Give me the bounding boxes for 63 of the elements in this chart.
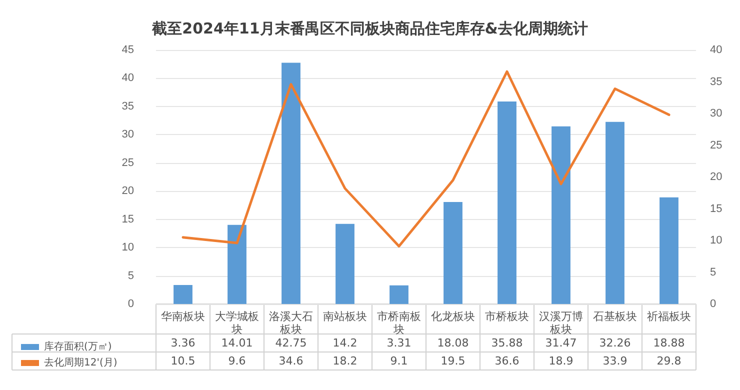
data-label: 9.6 — [228, 354, 246, 368]
data-label: 36.6 — [494, 354, 520, 368]
y-tick-label: 15 — [122, 213, 134, 226]
y-tick-label: 0 — [128, 298, 134, 310]
data-label: 32.26 — [599, 336, 631, 350]
bar — [606, 122, 624, 304]
data-label: 18.2 — [332, 354, 358, 368]
data-label: 18.9 — [548, 354, 574, 368]
bar — [282, 62, 300, 304]
y2-tick-label: 40 — [710, 44, 722, 56]
line-series — [182, 70, 670, 248]
y-tick-label: 40 — [122, 72, 134, 84]
y-tick-label: 5 — [128, 270, 134, 282]
legend-label: 库存面积(万㎡) — [44, 340, 112, 352]
bar — [228, 224, 246, 304]
y2-tick-label: 35 — [710, 76, 722, 88]
y-tick-label: 10 — [122, 242, 134, 254]
data-label: 19.5 — [440, 354, 466, 368]
data-label: 34.6 — [278, 354, 304, 368]
data-label: 31.47 — [545, 336, 577, 350]
y2-tick-label: 25 — [710, 139, 722, 152]
legend-label: 去化周期12'(月) — [44, 356, 118, 368]
bar — [444, 202, 462, 304]
y2-tick-label: 15 — [710, 202, 722, 215]
data-label: 29.8 — [656, 354, 682, 368]
x-tick-label: 汉溪万博板块 — [539, 310, 583, 336]
y2-tick-label: 20 — [710, 171, 722, 183]
data-label: 10.5 — [170, 354, 196, 368]
y2-tick-label: 0 — [710, 298, 716, 310]
data-label: 35.88 — [491, 336, 523, 350]
bar — [552, 126, 570, 304]
data-label: 18.88 — [653, 336, 685, 350]
x-tick-label: 大学城板块 — [215, 310, 259, 336]
y-tick-label: 35 — [122, 100, 134, 112]
data-label: 42.75 — [275, 336, 307, 350]
data-label: 3.36 — [170, 336, 196, 350]
x-tick-label: 华南板块 — [161, 310, 205, 323]
data-label: 3.31 — [386, 336, 412, 350]
bar — [498, 101, 516, 304]
bar — [174, 285, 192, 304]
x-tick-label: 市桥板块 — [485, 310, 529, 323]
chart-title: 截至2024年11月末番禺区不同板块商品住宅库存&去化周期统计 — [151, 20, 588, 38]
y2-tick-label: 10 — [710, 234, 722, 246]
data-label: 9.1 — [390, 354, 408, 368]
bar — [390, 285, 408, 304]
y2-tick-label: 5 — [710, 266, 716, 278]
x-tick-label: 南站板块 — [323, 310, 367, 323]
data-label: 18.08 — [437, 336, 469, 350]
y2-tick-label: 30 — [710, 108, 722, 120]
bar — [336, 224, 354, 304]
data-label: 14.01 — [221, 336, 253, 350]
data-label: 33.9 — [602, 354, 628, 368]
x-tick-label: 石基板块 — [593, 310, 637, 323]
x-tick-label: 洛溪大石板块 — [269, 310, 313, 336]
y-tick-label: 30 — [122, 128, 134, 141]
y-tick-label: 25 — [122, 156, 134, 169]
x-tick-label: 市桥南板块 — [377, 310, 421, 336]
x-tick-label: 化龙板块 — [431, 310, 475, 323]
y-tick-label: 45 — [122, 44, 134, 56]
y-tick-label: 20 — [122, 185, 134, 198]
bar — [660, 197, 678, 304]
data-label: 14.2 — [332, 336, 358, 350]
x-tick-label: 祈福板块 — [647, 310, 691, 323]
